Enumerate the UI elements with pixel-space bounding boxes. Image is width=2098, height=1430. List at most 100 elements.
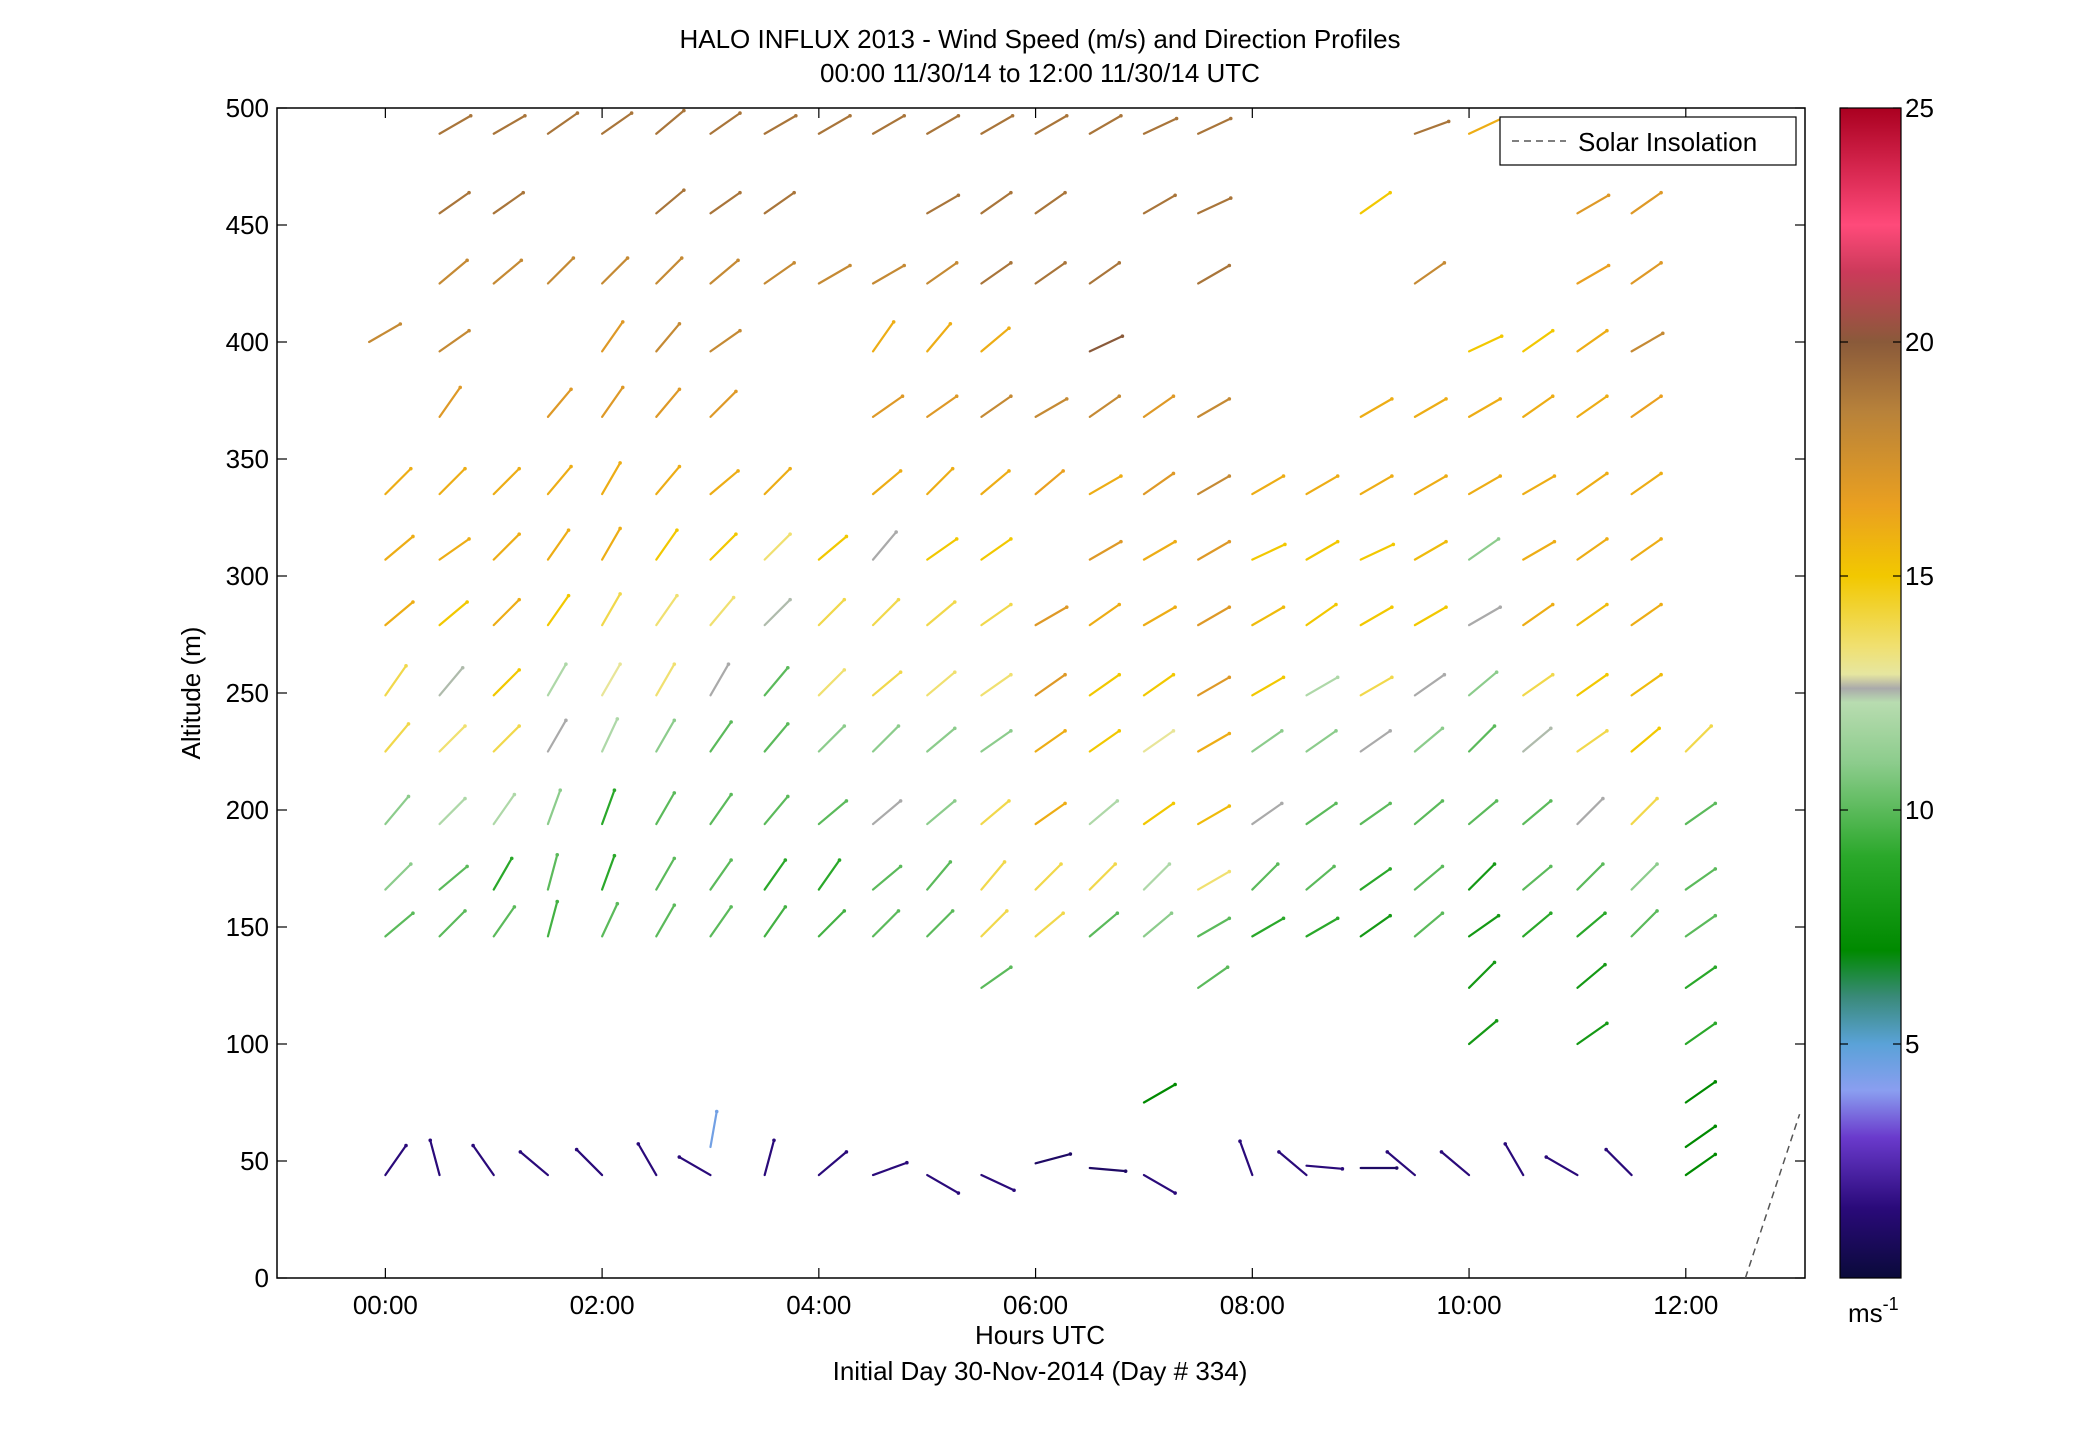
wind-barb-tip — [1119, 539, 1123, 544]
wind-barb-tip — [954, 537, 959, 541]
wind-barb — [637, 1142, 658, 1177]
wind-barb — [1467, 117, 1503, 135]
wind-barb-tip — [785, 665, 790, 670]
wind-barb — [1305, 540, 1339, 561]
wind-barb-tip — [1115, 799, 1120, 803]
wind-barb-tip — [564, 662, 568, 666]
wind-barb-tip — [406, 722, 411, 726]
wind-barb-tip — [1659, 602, 1663, 607]
wind-barb — [926, 395, 958, 418]
wind-barb — [980, 603, 1012, 627]
wind-barb-tip — [555, 899, 560, 904]
wind-barb-tip — [1603, 962, 1607, 967]
wind-barb-tip — [1605, 471, 1609, 476]
wind-barb — [1522, 865, 1552, 891]
wind-barb-tip — [675, 593, 679, 598]
wind-barb — [1413, 120, 1450, 135]
wind-barb — [1684, 1153, 1717, 1177]
wind-barb-tip — [894, 530, 898, 534]
wind-barb — [1197, 264, 1231, 285]
wind-barb-tip — [677, 387, 682, 392]
wind-barb — [438, 329, 471, 353]
wind-barb — [1413, 865, 1444, 891]
wind-barb-tip — [1064, 605, 1069, 609]
wind-barb-tip — [788, 532, 792, 536]
wind-barb — [1305, 603, 1338, 627]
wind-barb-tip — [672, 856, 677, 861]
wind-barb — [1467, 863, 1496, 891]
wind-barb — [871, 530, 898, 561]
wind-barb — [1142, 540, 1177, 561]
wind-barb — [492, 467, 521, 496]
wind-barb — [575, 1148, 604, 1177]
wind-barb-tip — [1388, 867, 1392, 871]
wind-barb-tip — [842, 597, 847, 602]
wind-barb-tip — [618, 526, 622, 531]
wind-barb-tip — [620, 385, 625, 390]
wind-barb — [492, 191, 525, 215]
wind-barb-tip — [1227, 539, 1232, 544]
wind-barb-tip — [1388, 913, 1392, 918]
wind-barbs — [368, 108, 1718, 1195]
wind-barb-tip — [1063, 672, 1067, 677]
wind-barb-tip — [569, 387, 573, 392]
wind-barb — [546, 465, 573, 496]
wind-barb — [871, 264, 906, 285]
solar-insolation-line — [1744, 1113, 1801, 1279]
wind-barb-tip — [409, 466, 413, 471]
wind-barb-tip — [574, 1147, 579, 1152]
wind-barb-tip — [1171, 672, 1176, 677]
wind-barb — [1522, 395, 1554, 418]
wind-barb-tip — [1659, 672, 1663, 677]
wind-barb — [980, 537, 1012, 561]
wind-barb — [817, 535, 848, 561]
wind-barb-tip — [902, 263, 907, 268]
wind-barb — [871, 320, 895, 353]
x-tick-label: 02:00 — [570, 1290, 635, 1320]
wind-barb — [368, 322, 402, 344]
wind-barb — [519, 1150, 550, 1177]
wind-barb-tip — [1444, 605, 1448, 609]
wind-barb-tip — [738, 190, 742, 195]
wind-barb-tip — [1657, 726, 1661, 731]
wind-barb — [980, 191, 1012, 215]
y-tick-label: 100 — [226, 1029, 269, 1059]
wind-barb-tip — [575, 111, 580, 115]
wind-barb — [1576, 472, 1609, 496]
wind-barb — [763, 666, 789, 697]
y-tick-label: 150 — [226, 912, 269, 942]
wind-barb — [655, 719, 676, 753]
wind-barb-tip — [1227, 263, 1232, 268]
wind-barb — [1630, 261, 1663, 285]
wind-barb-tip — [467, 328, 471, 333]
wind-barb — [1305, 917, 1339, 938]
wind-barb-tip — [1277, 1150, 1281, 1154]
wind-barb — [1684, 914, 1717, 938]
wind-barb — [601, 789, 616, 826]
wind-barb-tip — [1550, 602, 1555, 607]
wind-barb-tip — [1385, 1150, 1390, 1154]
wind-barb — [1142, 194, 1177, 215]
wind-barb-tip — [1009, 602, 1013, 607]
wind-barb — [1088, 799, 1119, 826]
wind-barb-tip — [1440, 911, 1445, 916]
wind-barb-tip — [517, 532, 521, 536]
wind-barb-tip — [672, 718, 677, 723]
wind-barb — [438, 191, 471, 215]
wind-barb-tip — [1009, 729, 1013, 733]
wind-barb-tip — [738, 111, 742, 115]
wind-barb-tip — [1713, 1080, 1718, 1084]
wind-barb-tip — [844, 799, 849, 803]
wind-barb — [1238, 1140, 1254, 1177]
wind-barb — [1630, 395, 1663, 418]
wind-barb — [546, 789, 562, 826]
wind-barb — [926, 261, 958, 285]
wind-barb-tip — [891, 320, 896, 324]
wind-barb — [1630, 537, 1663, 561]
wind-barb — [1088, 335, 1124, 353]
wind-barb-tip — [1063, 261, 1067, 265]
wind-barb — [980, 729, 1012, 753]
wind-barb — [1576, 729, 1609, 753]
wind-barb — [709, 793, 733, 826]
wind-barb — [1142, 1173, 1177, 1195]
